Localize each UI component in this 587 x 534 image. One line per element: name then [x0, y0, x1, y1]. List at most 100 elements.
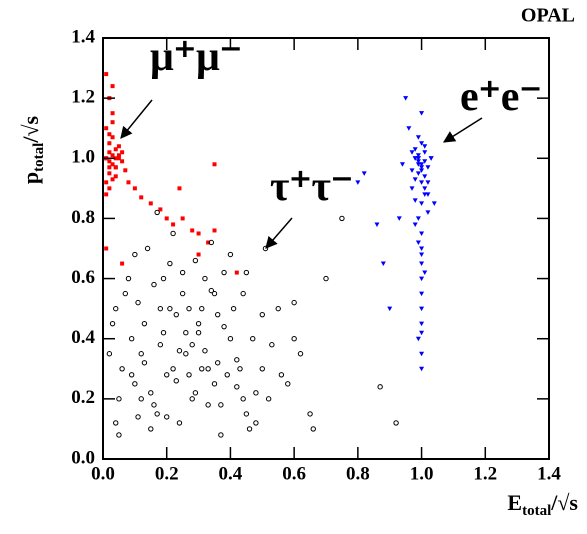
- point: [157, 305, 164, 312]
- point: [135, 414, 141, 420]
- point: [110, 177, 115, 182]
- point: [183, 330, 189, 336]
- point: [107, 165, 112, 170]
- y-tick-label: 1.2: [71, 87, 95, 108]
- point: [120, 261, 125, 266]
- point: [431, 201, 437, 206]
- point: [104, 180, 109, 185]
- point: [107, 150, 112, 155]
- point: [170, 366, 176, 372]
- point: [189, 396, 195, 402]
- point: [310, 426, 316, 432]
- x-tick-label: 1.0: [410, 463, 434, 484]
- point: [176, 348, 183, 354]
- point: [415, 162, 421, 167]
- point: [128, 336, 135, 342]
- annotation-arrow: [265, 217, 293, 249]
- point: [212, 228, 217, 233]
- point: [122, 290, 129, 297]
- point: [192, 257, 199, 264]
- annotation-arrow: [120, 99, 153, 139]
- point: [190, 228, 195, 233]
- chart-title: OPAL: [521, 5, 575, 27]
- point: [412, 177, 418, 182]
- annotation-arrow: [442, 117, 483, 143]
- point: [110, 135, 115, 140]
- annotation: e⁺e⁻: [460, 74, 542, 120]
- y-tick-label: 0.2: [71, 387, 95, 408]
- point: [419, 162, 425, 167]
- point: [110, 84, 115, 89]
- point: [195, 330, 202, 336]
- point: [425, 165, 431, 170]
- axis-label-part: p: [18, 172, 43, 184]
- point: [419, 111, 425, 116]
- point: [139, 195, 144, 200]
- point: [415, 159, 421, 164]
- point: [160, 330, 167, 336]
- x-tick-label: 0.8: [346, 463, 370, 484]
- y-tick-label: 0.8: [71, 207, 95, 228]
- point: [132, 186, 137, 191]
- point: [361, 171, 367, 176]
- point: [307, 411, 313, 417]
- point: [113, 305, 119, 312]
- point: [167, 260, 173, 267]
- point: [291, 299, 297, 306]
- point: [104, 126, 109, 131]
- point: [243, 411, 250, 417]
- x-tick-label: 0.0: [91, 463, 115, 484]
- point: [234, 357, 240, 363]
- axis-label-part: total: [31, 143, 47, 172]
- point: [259, 366, 265, 372]
- point: [107, 186, 112, 191]
- point: [221, 269, 227, 276]
- x-axis-label: Etotal/√s: [507, 490, 578, 519]
- point: [141, 360, 148, 366]
- point: [199, 305, 205, 312]
- point: [419, 321, 425, 327]
- point: [415, 156, 421, 161]
- point: [148, 390, 154, 396]
- point: [237, 366, 243, 372]
- point: [126, 180, 131, 185]
- point: [199, 366, 205, 372]
- point: [269, 342, 275, 348]
- point: [141, 320, 148, 327]
- point: [422, 159, 428, 164]
- point: [422, 186, 428, 191]
- point: [157, 342, 164, 348]
- point: [409, 168, 415, 173]
- point: [412, 198, 418, 203]
- point: [419, 366, 425, 372]
- y-tick-label: 0.4: [71, 327, 95, 348]
- point: [110, 120, 115, 125]
- point: [148, 426, 154, 432]
- point: [275, 305, 281, 312]
- point: [422, 144, 428, 149]
- point: [422, 192, 428, 197]
- point: [180, 216, 185, 221]
- point: [173, 378, 179, 384]
- points: [104, 72, 437, 438]
- point: [104, 192, 109, 197]
- point: [170, 230, 176, 237]
- point: [135, 299, 141, 306]
- point: [422, 270, 428, 276]
- point: [123, 168, 128, 173]
- point: [380, 261, 386, 267]
- point: [116, 153, 121, 158]
- x-tick-label: 0.6: [282, 463, 306, 484]
- point: [291, 336, 297, 342]
- point: [132, 381, 138, 387]
- point: [399, 162, 405, 167]
- point: [206, 240, 211, 245]
- x-tick-label: 1.2: [473, 463, 497, 484]
- point: [425, 180, 431, 185]
- point: [208, 287, 215, 294]
- point: [259, 311, 265, 318]
- point: [419, 351, 425, 357]
- point: [278, 372, 285, 378]
- point: [173, 311, 179, 318]
